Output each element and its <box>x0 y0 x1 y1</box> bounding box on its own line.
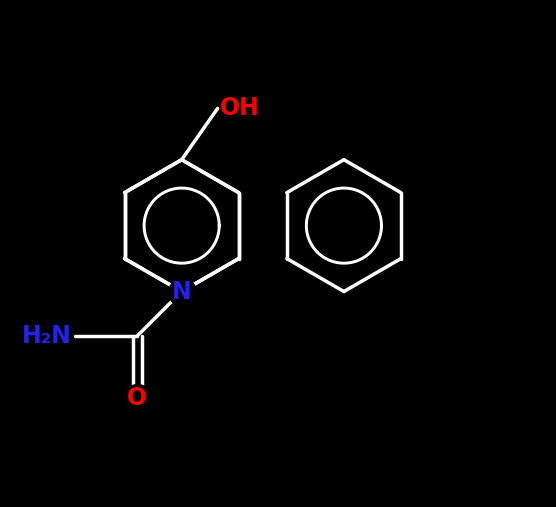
Text: H₂N: H₂N <box>22 324 72 348</box>
Text: O: O <box>127 386 147 410</box>
Text: OH: OH <box>220 96 260 121</box>
Text: N: N <box>172 279 192 304</box>
